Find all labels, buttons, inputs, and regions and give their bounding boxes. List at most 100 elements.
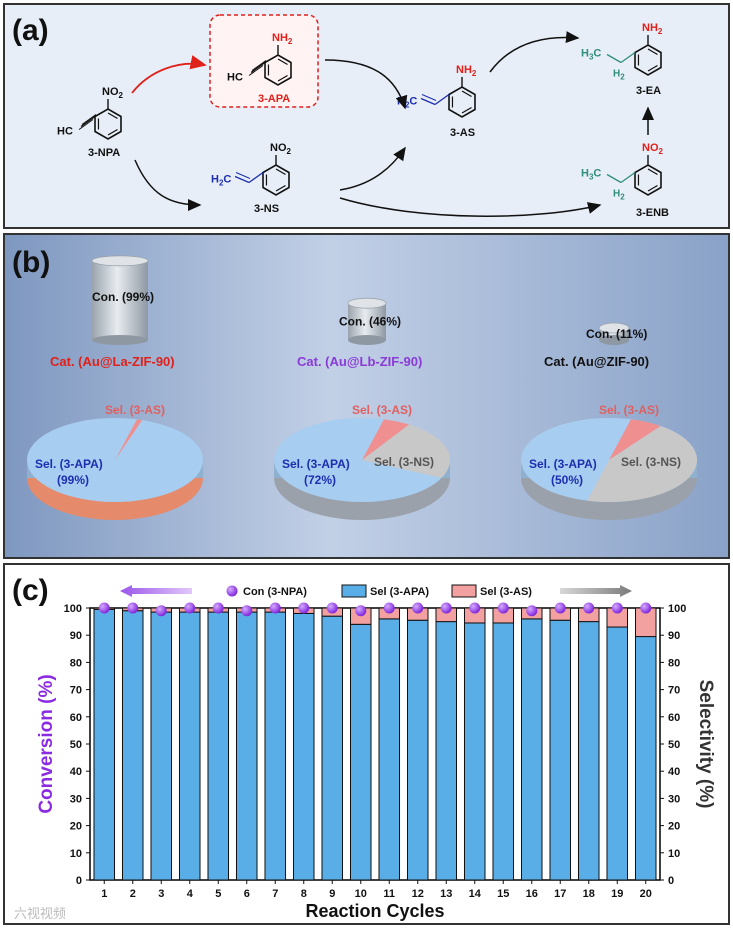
3-ns-ring [262, 164, 290, 196]
x-tick-label: 14 [469, 888, 482, 900]
y-tick-label-right: 90 [668, 630, 680, 642]
point-con-3-npa [212, 602, 224, 614]
3-as-ring [448, 86, 476, 118]
point-con-3-npa [497, 602, 509, 614]
bar-sel-3-apa [463, 622, 486, 881]
y-tick-label-right: 100 [668, 603, 686, 615]
bar-sel-3-apa [634, 636, 657, 881]
3-enb-ch2-label: H2 [613, 189, 625, 202]
y-tick-label-right: 0 [668, 875, 674, 887]
3-ea-alkyl-label: H3C [581, 48, 601, 62]
3-apa-alkyne-label: HC [227, 72, 243, 84]
x-tick-label: 12 [412, 888, 424, 900]
bar-sel-3-apa [606, 626, 629, 881]
bar-sel-3-apa [520, 618, 543, 881]
3-enb-alkyl-carbon: C [593, 168, 601, 180]
arrow-ns-to-enb [339, 197, 602, 217]
conversion-cylinder-top [598, 322, 630, 334]
sel-apa-label: Sel. (3-APA) [282, 457, 350, 471]
sel-ns-label: Sel. (3-NS) [621, 455, 681, 469]
y-axis-title-left: Conversion (%) [36, 674, 57, 813]
3-as-group-subscript: 2 [472, 69, 477, 78]
3-ns-group: NO2 [270, 142, 292, 156]
point-con-3-npa [326, 602, 338, 614]
point-con-3-npa [640, 602, 652, 614]
catalyst-name: Cat. (Au@La-ZIF-90) [50, 354, 175, 369]
bar-sel-3-apa [378, 618, 401, 881]
y-tick-label-right: 10 [668, 848, 680, 860]
catalyst-group: Con. (11%) Cat. (Au@ZIF-90) Sel. (3-APA) (5… [521, 322, 697, 520]
3-npa-alkyne-bond-3 [81, 114, 97, 125]
3-enb-ring [634, 164, 662, 196]
x-tick-label: 16 [526, 888, 538, 900]
3-npa-alkyne-label: HC [57, 126, 73, 138]
y-tick-label-right: 50 [668, 739, 680, 751]
pie-slice-3-ns [362, 424, 450, 478]
ring-double-bond [647, 48, 658, 56]
y-tick-label-right: 20 [668, 821, 680, 833]
3-enb-alkyl-label: H3C [581, 168, 601, 182]
x-axis-title: Reaction Cycles [305, 901, 444, 921]
sel-ns-label: Sel. (3-NS) [374, 455, 434, 469]
3-npa-group: NO2 [102, 86, 124, 100]
point-con-3-npa [611, 602, 623, 614]
3-ns-alkene-carbon: C [223, 174, 231, 186]
ring-double-bond [275, 184, 286, 192]
pie-slice-3-as [609, 419, 661, 460]
3-ns-alkene-bond-2 [234, 175, 250, 184]
y-tick-label-left: 70 [70, 685, 82, 697]
sel-as-label: Sel. (3-AS) [105, 403, 165, 417]
3-enb-group-subscript: 2 [659, 147, 664, 156]
bar-sel-3-apa [435, 621, 458, 881]
legend-swatch-apa [341, 584, 367, 598]
point-con-3-npa [583, 602, 595, 614]
ring-double-bond [107, 128, 118, 136]
3-apa-alkyne-bond-2 [248, 65, 264, 76]
catalyst-name: Cat. (Au@ZIF-90) [544, 354, 649, 369]
watermark: 六视视频 [14, 907, 66, 922]
highlight-box-3-apa [209, 14, 319, 108]
3-apa-name: 3-APA [258, 93, 290, 105]
point-con-3-npa [241, 605, 253, 617]
3-ea-name: 3-EA [636, 85, 661, 97]
3-ns-group-subscript: 2 [287, 147, 292, 156]
3-ea-alkyl-bond-2 [606, 53, 622, 64]
point-con-3-npa [155, 605, 167, 617]
x-tick-label: 5 [215, 888, 221, 900]
bar-sel-3-apa [349, 623, 372, 881]
catalyst-name: Cat. (Au@Lb-ZIF-90) [297, 354, 422, 369]
catalyst-group: Con. (46%) Cat. (Au@Lb-ZIF-90) Sel. (3-APA… [274, 297, 450, 520]
bar-sel-3-apa [150, 611, 173, 881]
x-tick-label: 3 [158, 888, 164, 900]
3-ea-group: NH2 [642, 22, 663, 36]
bar-sel-3-apa [121, 610, 144, 881]
sel-apa-label: Sel. (3-APA) [529, 457, 597, 471]
y-tick-label-right: 70 [668, 685, 680, 697]
y-tick-label-right: 60 [668, 712, 680, 724]
point-con-3-npa [298, 602, 310, 614]
3-apa-alkyne-bond-3 [251, 60, 267, 71]
sel-apa-pct: (50%) [551, 473, 583, 487]
bar-sel-3-apa [292, 612, 315, 881]
legend-marker-con [226, 585, 238, 597]
point-con-3-npa [440, 602, 452, 614]
x-tick-label: 17 [554, 888, 566, 900]
3-ns-alkene-bond-3 [235, 172, 251, 179]
point-con-3-npa [269, 602, 281, 614]
3-enb-alkyl-bond [620, 171, 636, 184]
y-tick-label-right: 80 [668, 657, 680, 669]
point-con-3-npa [98, 602, 110, 614]
conversion-label: Con. (99%) [92, 290, 154, 304]
ring-double-bond [107, 112, 118, 120]
sel-apa-label: Sel. (3-APA) [35, 457, 103, 471]
arrow-apa-to-as [324, 59, 408, 110]
ring-double-bond [461, 90, 472, 98]
3-ea-ch2-label: H2 [613, 69, 625, 82]
y-axis-title-right: Selectivity (%) [695, 680, 716, 809]
x-tick-label: 9 [329, 888, 335, 900]
bar-sel-3-apa [235, 611, 258, 881]
3-ns-name: 3-NS [254, 203, 279, 215]
y-tick-label-right: 40 [668, 766, 680, 778]
left-axis-arrow [120, 585, 192, 597]
